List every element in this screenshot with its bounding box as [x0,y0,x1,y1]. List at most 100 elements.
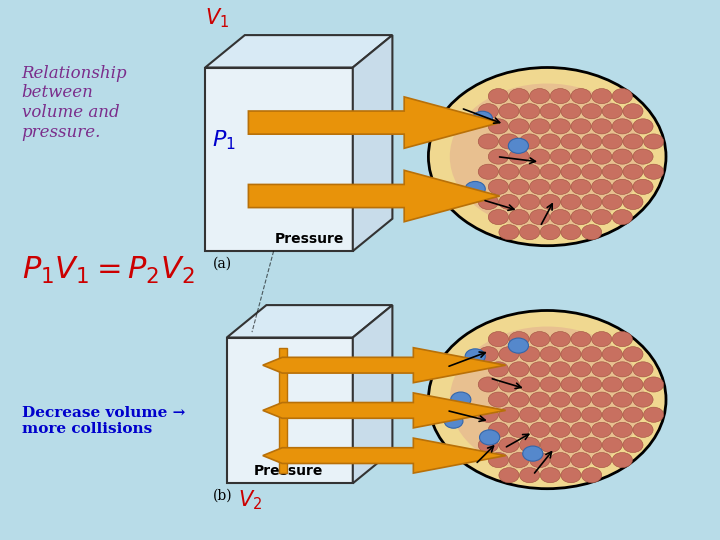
Polygon shape [353,305,392,483]
Polygon shape [248,97,500,148]
Circle shape [499,437,519,453]
Circle shape [612,119,632,134]
Circle shape [623,347,643,362]
Circle shape [612,453,632,468]
Circle shape [520,407,540,422]
Circle shape [428,68,666,246]
Text: Relationship
between
volume and
pressure.: Relationship between volume and pressure… [22,65,127,140]
Text: Pressure: Pressure [275,232,344,246]
Circle shape [530,422,550,437]
Circle shape [451,392,471,407]
Circle shape [488,332,508,347]
Circle shape [488,149,508,164]
Circle shape [509,332,529,347]
Circle shape [508,138,528,153]
Polygon shape [205,35,392,68]
Circle shape [488,453,508,468]
Circle shape [540,225,560,240]
Circle shape [520,437,540,453]
Circle shape [499,134,519,149]
Text: (a): (a) [212,256,232,271]
Circle shape [633,149,653,164]
Circle shape [478,407,498,422]
Circle shape [602,437,622,453]
Circle shape [644,377,664,392]
Circle shape [450,84,644,230]
Circle shape [488,89,508,104]
Circle shape [499,347,519,362]
Polygon shape [263,438,505,473]
Circle shape [612,89,632,104]
Circle shape [540,347,560,362]
Circle shape [561,134,581,149]
Circle shape [444,414,463,428]
Circle shape [520,468,540,483]
Circle shape [488,422,508,437]
Circle shape [550,89,570,104]
Circle shape [571,179,591,194]
Circle shape [540,377,560,392]
Text: (b): (b) [212,489,232,503]
Circle shape [592,210,612,225]
Circle shape [478,104,498,119]
Circle shape [550,392,570,407]
Circle shape [592,332,612,347]
Circle shape [550,453,570,468]
Circle shape [644,134,664,149]
Circle shape [488,392,508,407]
Circle shape [488,119,508,134]
Circle shape [530,149,550,164]
Circle shape [550,332,570,347]
Circle shape [592,119,612,134]
Circle shape [592,362,612,377]
Text: Pressure: Pressure [253,464,323,478]
Circle shape [602,407,622,422]
Circle shape [582,164,602,179]
Circle shape [623,194,643,210]
Circle shape [582,194,602,210]
Polygon shape [227,338,353,483]
Circle shape [530,119,550,134]
Circle shape [520,347,540,362]
Circle shape [561,468,581,483]
Circle shape [582,104,602,119]
Circle shape [520,225,540,240]
Circle shape [478,437,498,453]
Circle shape [571,119,591,134]
Circle shape [520,164,540,179]
Circle shape [571,89,591,104]
Circle shape [612,149,632,164]
Circle shape [540,164,560,179]
Circle shape [623,134,643,149]
Circle shape [550,362,570,377]
Circle shape [478,347,498,362]
Circle shape [571,210,591,225]
Circle shape [478,377,498,392]
Polygon shape [205,68,353,251]
Circle shape [488,179,508,194]
Circle shape [602,194,622,210]
Circle shape [644,407,664,422]
Circle shape [488,210,508,225]
Circle shape [472,111,492,126]
Circle shape [582,468,602,483]
Circle shape [602,104,622,119]
Circle shape [561,164,581,179]
Circle shape [530,453,550,468]
Circle shape [478,164,498,179]
Circle shape [561,437,581,453]
Circle shape [612,392,632,407]
Circle shape [540,104,560,119]
Circle shape [592,422,612,437]
Circle shape [540,134,560,149]
Circle shape [540,194,560,210]
Circle shape [509,392,529,407]
Circle shape [623,377,643,392]
Circle shape [561,347,581,362]
Circle shape [550,119,570,134]
Circle shape [488,362,508,377]
Circle shape [623,104,643,119]
Circle shape [530,179,550,194]
Circle shape [540,468,560,483]
Bar [279,348,287,473]
